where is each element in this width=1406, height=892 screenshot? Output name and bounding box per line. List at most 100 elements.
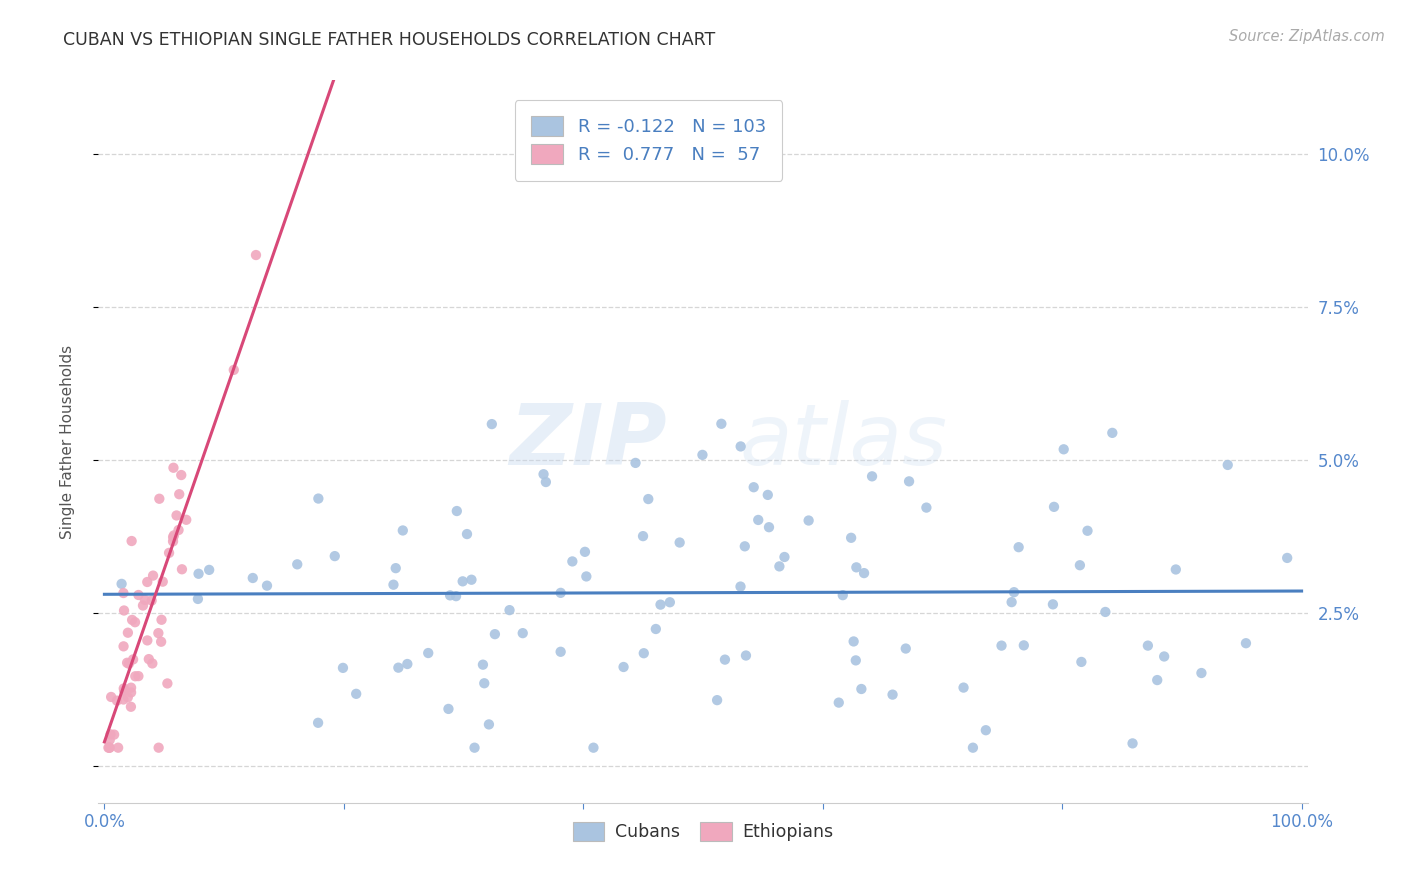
Point [1122,736,1144,750]
Point [396,657,419,671]
Point [138,652,160,666]
Point [256,579,278,593]
Point [437,702,460,716]
Point [170,562,193,576]
Point [613,660,636,674]
Point [550,586,572,600]
Point [845,560,868,574]
Point [747,513,769,527]
Point [582,740,605,755]
Point [1001,595,1024,609]
Point [1234,636,1257,650]
Point [148,491,170,506]
Point [962,740,984,755]
Point [1042,598,1064,612]
Point [460,573,482,587]
Point [915,500,938,515]
Point [574,545,596,559]
Y-axis label: Single Father Households: Single Father Households [60,344,75,539]
Point [758,520,780,534]
Text: atlas: atlas [740,400,948,483]
Point [1053,442,1076,457]
Point [1008,540,1031,554]
Point [668,535,690,549]
Point [382,577,405,591]
Point [1153,649,1175,664]
Point [446,504,468,518]
Point [307,715,329,730]
Point [242,571,264,585]
Point [1101,425,1123,440]
Point [156,676,179,690]
Point [110,577,132,591]
Point [990,639,1012,653]
Point [307,491,329,506]
Point [631,529,654,543]
Point [444,589,467,603]
Point [735,648,758,663]
Point [1069,558,1091,573]
Point [742,480,765,494]
Point [1002,585,1025,599]
Point [162,460,184,475]
Point [1275,550,1298,565]
Point [882,688,904,702]
Point [1189,666,1212,681]
Point [974,723,997,738]
Point [851,681,873,696]
Point [134,593,156,607]
Point [148,626,170,640]
Point [756,488,779,502]
Point [624,456,647,470]
Point [115,656,138,670]
Point [127,669,149,683]
Point [481,417,503,431]
Point [112,586,135,600]
Point [894,641,917,656]
Point [533,467,555,482]
Point [118,657,141,671]
Point [952,681,974,695]
Point [112,681,135,696]
Point [222,363,245,377]
Point [1146,673,1168,687]
Point [117,690,139,705]
Point [797,514,820,528]
Point [637,491,659,506]
Point [853,566,876,580]
Point [167,487,190,501]
Point [98,740,121,755]
Point [98,740,121,755]
Point [187,591,209,606]
Point [141,657,163,671]
Point [478,717,501,731]
Point [730,580,752,594]
Point [1070,655,1092,669]
Point [107,740,129,755]
Point [842,634,865,648]
Point [170,468,193,483]
Point [285,558,308,572]
Point [148,740,170,755]
Point [152,574,174,589]
Point [561,554,583,568]
Point [384,561,406,575]
Point [512,626,534,640]
Point [439,588,461,602]
Point [117,625,139,640]
Point [898,475,921,489]
Point [112,692,135,706]
Point [163,528,186,542]
Point [174,513,197,527]
Text: CUBAN VS ETHIOPIAN SINGLE FATHER HOUSEHOLDS CORRELATION CHART: CUBAN VS ETHIOPIAN SINGLE FATHER HOUSEHO… [63,31,716,49]
Point [344,687,367,701]
Point [100,727,122,741]
Point [112,683,135,698]
Point [550,645,572,659]
Point [105,694,128,708]
Point [387,661,409,675]
Point [323,549,346,563]
Point [198,563,221,577]
Point [121,534,143,549]
Point [734,539,756,553]
